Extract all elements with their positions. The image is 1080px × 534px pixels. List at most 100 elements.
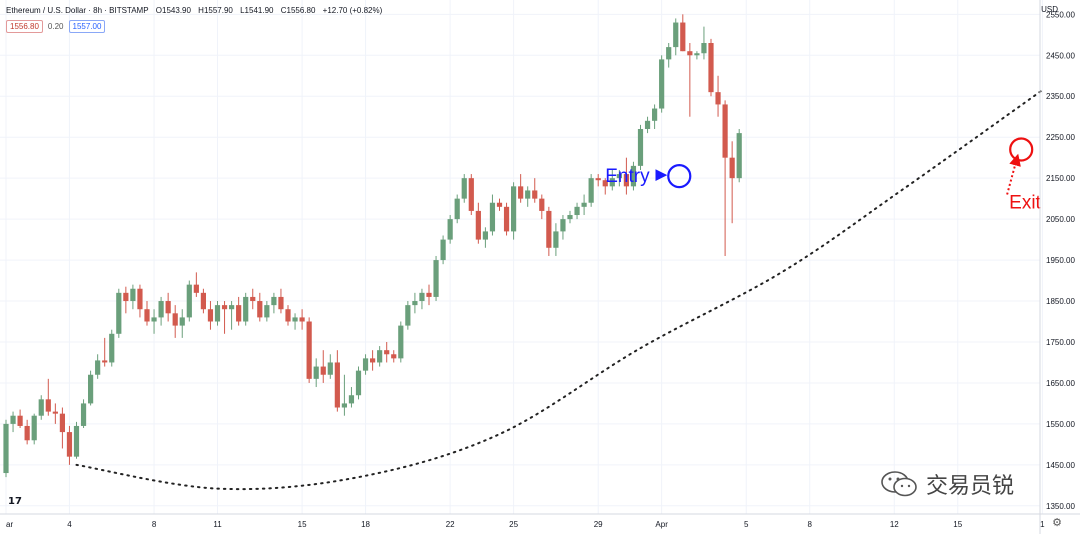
candle-body xyxy=(31,415,37,441)
candle-body xyxy=(567,215,573,220)
spread-value: 0.20 xyxy=(47,22,64,31)
time-tick-label: 18 xyxy=(361,520,370,529)
settings-gear-icon[interactable]: ⚙ xyxy=(1052,517,1062,529)
candle-body xyxy=(489,202,496,232)
candle-body xyxy=(45,399,51,412)
candle-body xyxy=(426,292,432,297)
wechat-icon xyxy=(881,471,917,497)
candle-body xyxy=(3,423,9,474)
candle-body xyxy=(595,178,601,181)
currency-label[interactable]: USD xyxy=(1041,5,1058,14)
time-tick-label: 5 xyxy=(744,520,749,529)
sell-button[interactable]: 1556.80 xyxy=(6,20,43,33)
candle-body xyxy=(214,305,221,322)
symbol-title: Ethereum / U.S. Dollar · 8h · BITSTAMP xyxy=(6,6,149,15)
buy-button[interactable]: 1557.00 xyxy=(68,20,106,33)
candle-body xyxy=(186,284,192,318)
time-tick-label: ar xyxy=(6,520,13,529)
time-tick-label: 8 xyxy=(807,520,812,529)
candle-body xyxy=(623,174,629,187)
trend-curve xyxy=(75,89,1044,491)
candle-body xyxy=(17,415,23,426)
exit-label: Exit xyxy=(1009,193,1041,214)
candle-body xyxy=(461,178,467,199)
candle-body xyxy=(327,362,333,375)
ohlc-high: H1557.90 xyxy=(198,6,233,15)
ohlc-close: C1556.80 xyxy=(280,6,316,15)
candle-body xyxy=(398,325,404,359)
candle-body xyxy=(447,219,453,240)
ohlc-open: O1543.90 xyxy=(155,6,191,15)
candle-body xyxy=(165,301,171,314)
candle-body xyxy=(659,59,665,109)
candles xyxy=(3,14,742,478)
annotations: Entry Exit xyxy=(605,137,1042,214)
time-tick-label: 15 xyxy=(298,520,307,529)
candle-body xyxy=(715,92,721,105)
candle-body xyxy=(73,425,80,457)
candle-body xyxy=(370,358,376,363)
price-tick-label: 1750.00 xyxy=(1046,338,1075,347)
candle-body xyxy=(525,190,531,199)
candle-body xyxy=(630,165,637,187)
price-axis: 2550.00 2450.00 2350.00 2250.00 2150.00 2050.… xyxy=(1039,0,1075,534)
time-tick-label: 8 xyxy=(152,520,157,529)
time-tick-label: 12 xyxy=(890,520,899,529)
candle-body xyxy=(468,178,474,211)
candle-body xyxy=(257,301,263,318)
candle-body xyxy=(687,51,693,56)
candle-body xyxy=(496,202,503,207)
candle-body xyxy=(24,425,30,441)
time-tick-label: Apr xyxy=(655,520,668,529)
candle-body xyxy=(377,350,383,363)
candle-body xyxy=(109,333,115,363)
candle-body xyxy=(454,198,460,220)
candle-body xyxy=(123,292,129,302)
candle-body xyxy=(271,296,277,306)
candle-body xyxy=(405,305,411,326)
candle-body xyxy=(616,174,622,179)
candle-body xyxy=(207,309,214,322)
candle-body xyxy=(200,292,206,310)
candle-body xyxy=(355,370,362,396)
price-tick-label: 2550.00 xyxy=(1046,10,1075,19)
price-tick-label: 1650.00 xyxy=(1046,379,1075,388)
candle-body xyxy=(88,374,94,404)
candle-body xyxy=(158,301,164,318)
time-tick-label: 15 xyxy=(953,520,962,529)
tradingview-logo: 𝟭𝟳 xyxy=(8,496,22,507)
candle-body xyxy=(729,157,735,179)
price-tick-label: 2150.00 xyxy=(1046,174,1075,183)
candle-body xyxy=(419,292,425,302)
trade-buttons: 1556.80 0.20 1557.00 xyxy=(6,20,106,33)
candle-body xyxy=(433,260,439,297)
candle-body xyxy=(243,296,249,322)
candle-body xyxy=(391,354,397,359)
candle-body xyxy=(229,305,235,310)
time-axis: ar 4 8 11 15 18 22 25 29 Apr 5 8 12 15 1 xyxy=(0,513,1080,529)
candle-body xyxy=(581,202,587,207)
candle-body xyxy=(348,395,355,404)
symbol-header: Ethereum / U.S. Dollar · 8h · BITSTAMP O… xyxy=(6,6,387,15)
candle-body xyxy=(334,362,340,408)
candle-body xyxy=(285,309,291,322)
candle-body xyxy=(722,104,728,158)
candle-body xyxy=(10,415,16,424)
candle-body xyxy=(384,350,390,355)
candle-body xyxy=(588,178,594,203)
candle-body xyxy=(52,411,58,414)
candle-body xyxy=(102,360,108,363)
candle-body xyxy=(553,231,559,248)
candle-body xyxy=(299,317,305,322)
trend-line xyxy=(75,89,1044,491)
candle-body xyxy=(736,133,742,179)
candle-body xyxy=(292,317,298,322)
price-tick-label: 1850.00 xyxy=(1046,297,1075,306)
candle-body xyxy=(221,305,228,310)
candle-body xyxy=(637,129,644,166)
candle-body xyxy=(193,284,199,293)
candle-body xyxy=(137,288,143,310)
time-tick-label: 22 xyxy=(446,520,455,529)
watermark: 交易员锐 xyxy=(880,468,1014,500)
